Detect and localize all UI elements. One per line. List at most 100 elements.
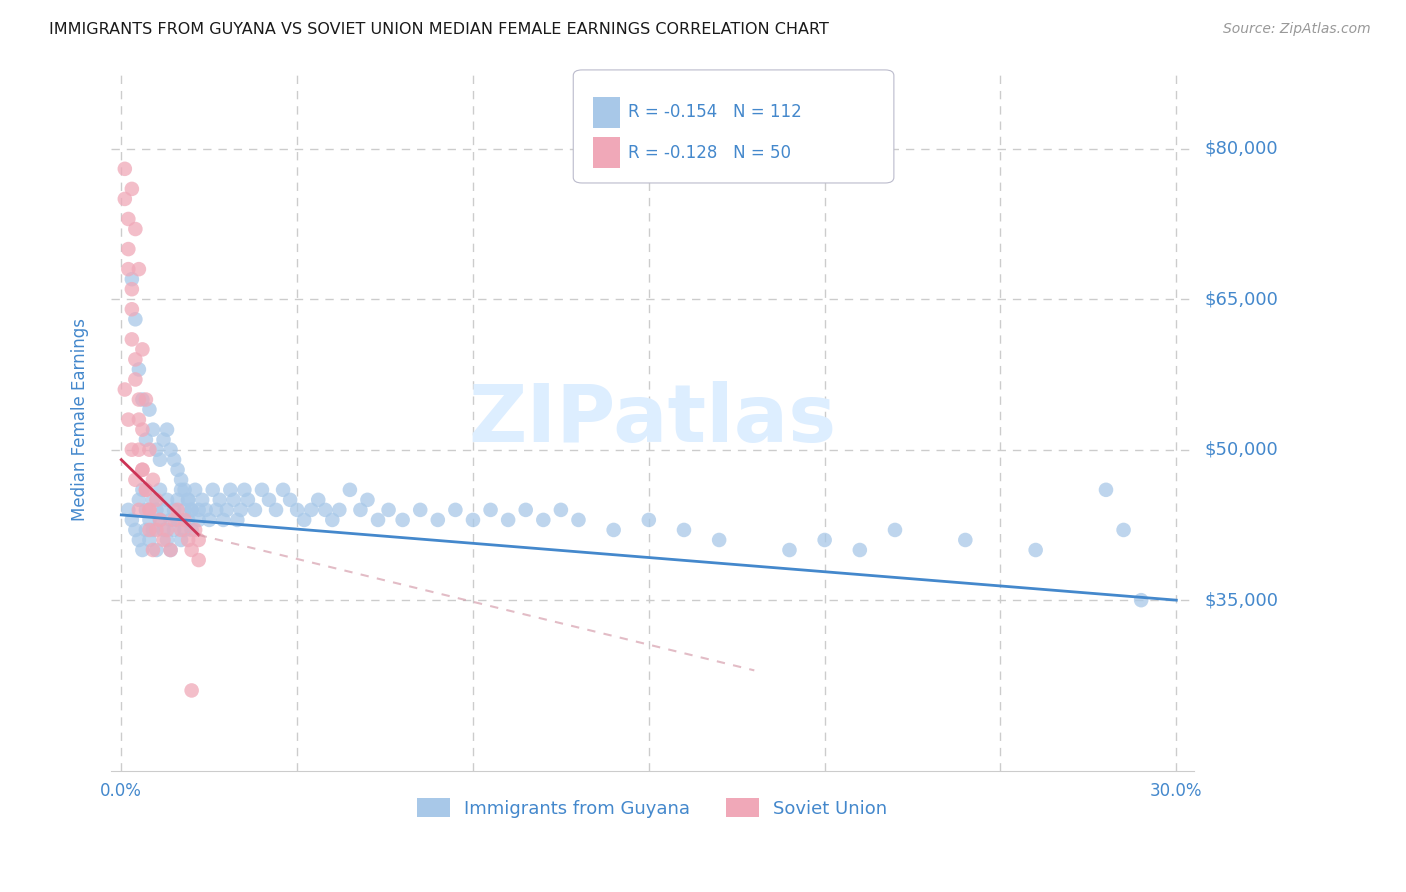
Point	[314, 503, 336, 517]
Point	[226, 513, 249, 527]
FancyBboxPatch shape	[593, 136, 620, 169]
Point	[550, 503, 572, 517]
Point	[152, 533, 174, 547]
Point	[163, 523, 186, 537]
Point	[349, 503, 371, 517]
Point	[173, 483, 195, 497]
Point	[1095, 483, 1118, 497]
Point	[152, 503, 174, 517]
Point	[166, 463, 188, 477]
Point	[278, 492, 301, 507]
Point	[814, 533, 837, 547]
Point	[138, 503, 160, 517]
Point	[159, 513, 181, 527]
Point	[131, 423, 153, 437]
Point	[124, 312, 146, 326]
Point	[163, 452, 186, 467]
Point	[205, 503, 228, 517]
Point	[145, 492, 167, 507]
Point	[180, 543, 202, 558]
Point	[177, 492, 200, 507]
Point	[339, 483, 361, 497]
Point	[229, 503, 252, 517]
Point	[128, 503, 150, 517]
Point	[367, 513, 389, 527]
Point	[135, 503, 157, 517]
Point	[285, 503, 308, 517]
Point	[779, 543, 801, 558]
Point	[637, 513, 659, 527]
Point	[142, 423, 165, 437]
Point	[145, 503, 167, 517]
Point	[180, 503, 202, 517]
FancyBboxPatch shape	[574, 70, 894, 183]
Point	[135, 523, 157, 537]
Point	[321, 513, 343, 527]
Text: Source: ZipAtlas.com: Source: ZipAtlas.com	[1223, 22, 1371, 37]
Point	[135, 433, 157, 447]
Point	[159, 442, 181, 457]
Point	[177, 513, 200, 527]
Point	[184, 483, 207, 497]
Point	[602, 523, 624, 537]
Point	[173, 503, 195, 517]
Point	[117, 262, 139, 277]
Text: R = -0.154   N = 112: R = -0.154 N = 112	[628, 103, 803, 121]
Point	[198, 513, 221, 527]
Point	[163, 503, 186, 517]
Point	[138, 402, 160, 417]
Point	[128, 492, 150, 507]
Point	[444, 503, 467, 517]
Point	[121, 442, 143, 457]
Point	[142, 523, 165, 537]
Point	[135, 483, 157, 497]
Point	[131, 392, 153, 407]
Point	[124, 222, 146, 236]
Point	[124, 372, 146, 386]
Point	[114, 161, 136, 176]
Point	[173, 513, 195, 527]
Point	[201, 483, 224, 497]
Point	[461, 513, 484, 527]
Point	[138, 513, 160, 527]
Point	[194, 503, 217, 517]
Legend: Immigrants from Guyana, Soviet Union: Immigrants from Guyana, Soviet Union	[411, 791, 894, 825]
Point	[233, 483, 256, 497]
Text: IMMIGRANTS FROM GUYANA VS SOVIET UNION MEDIAN FEMALE EARNINGS CORRELATION CHART: IMMIGRANTS FROM GUYANA VS SOVIET UNION M…	[49, 22, 830, 37]
Point	[219, 483, 242, 497]
Point	[166, 503, 188, 517]
Point	[114, 383, 136, 397]
Point	[138, 533, 160, 547]
Point	[187, 533, 209, 547]
Point	[128, 442, 150, 457]
Point	[128, 533, 150, 547]
Point	[131, 543, 153, 558]
Point	[170, 533, 193, 547]
Point	[159, 543, 181, 558]
Point	[156, 533, 179, 547]
Point	[177, 533, 200, 547]
Point	[124, 523, 146, 537]
Point	[163, 513, 186, 527]
Text: ZIPatlas: ZIPatlas	[468, 381, 837, 458]
Point	[356, 492, 378, 507]
Point	[849, 543, 872, 558]
Point	[128, 262, 150, 277]
Text: $50,000: $50,000	[1205, 441, 1278, 458]
Point	[250, 483, 273, 497]
Point	[479, 503, 502, 517]
Point	[121, 272, 143, 286]
Point	[117, 503, 139, 517]
Point	[131, 463, 153, 477]
Text: R = -0.128   N = 50: R = -0.128 N = 50	[628, 144, 792, 161]
Point	[121, 513, 143, 527]
Point	[496, 513, 519, 527]
Point	[707, 533, 730, 547]
Point	[236, 492, 259, 507]
Point	[191, 492, 214, 507]
Point	[672, 523, 695, 537]
Point	[567, 513, 589, 527]
Point	[145, 442, 167, 457]
Point	[149, 483, 172, 497]
Point	[170, 523, 193, 537]
